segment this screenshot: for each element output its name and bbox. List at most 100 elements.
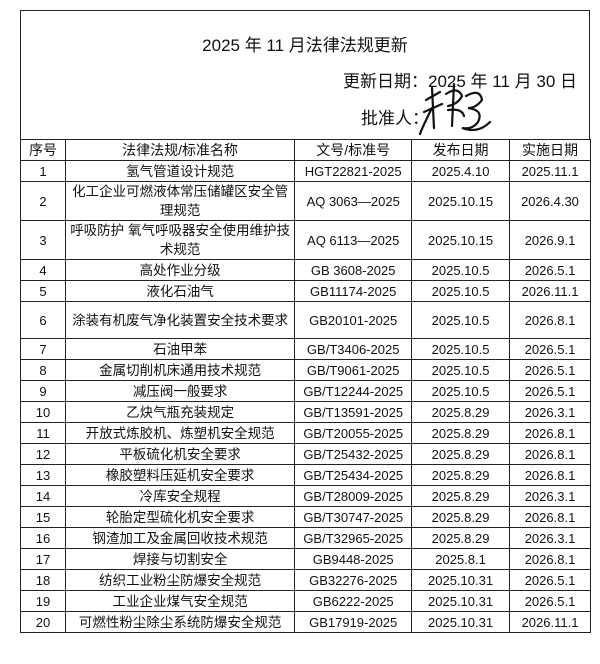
table-row: 10 乙炔气瓶充装规定 GB/T13591-2025 2025.8.29 2026.3.… — [20, 401, 591, 423]
effective-date: 2026.3.1 — [509, 401, 591, 423]
publish-date: 2025.8.29 — [411, 464, 511, 486]
row-number: 17 — [20, 548, 66, 570]
row-number: 10 — [20, 401, 66, 423]
table-row: 12 平板硫化机安全要求 GB/T25432-2025 2025.8.29 2026.8… — [20, 443, 591, 465]
regulation-name: 开放式炼胶机、炼塑机安全规范 — [64, 422, 296, 444]
table-row: 2 化工企业可燃液体常压储罐区安全管理规范 AQ 3063—2025 2025.10.… — [20, 181, 591, 221]
regulation-name: 焊接与切割安全 — [64, 548, 296, 570]
row-number: 1 — [20, 160, 66, 182]
table-row: 11 开放式炼胶机、炼塑机安全规范 GB/T20055-2025 2025.8.29 2… — [20, 422, 591, 444]
standard-number: GB/T30747-2025 — [294, 506, 413, 528]
regulation-name: 轮胎定型硫化机安全要求 — [64, 506, 296, 528]
standard-number: GB9448-2025 — [294, 548, 413, 570]
row-number: 2 — [20, 181, 66, 221]
table-row: 18 纺织工业粉尘防爆安全规范 GB32276-2025 2025.10.31 2026… — [20, 569, 591, 591]
row-number: 5 — [20, 280, 66, 302]
publish-date: 2025.8.29 — [411, 401, 511, 423]
effective-date: 2026.5.1 — [509, 259, 591, 281]
table-header-row: 序号 法律法规/标准名称 文号/标准号 发布日期 实施日期 — [20, 139, 591, 161]
publish-date: 2025.10.15 — [411, 220, 511, 260]
regulation-name: 呼吸防护 氧气呼吸器安全使用维护技术规范 — [64, 220, 296, 260]
table-row: 9 减压阀一般要求 GB/T12244-2025 2025.10.5 2026.5.1 — [20, 380, 591, 402]
effective-date: 2026.8.1 — [509, 464, 591, 486]
regulation-name: 冷库安全规程 — [64, 485, 296, 507]
row-number: 16 — [20, 527, 66, 549]
table-row: 3 呼吸防护 氧气呼吸器安全使用维护技术规范 AQ 6113—2025 2025.10… — [20, 220, 591, 260]
publish-date: 2025.10.5 — [411, 380, 511, 402]
row-number: 12 — [20, 443, 66, 465]
regulation-name: 纺织工业粉尘防爆安全规范 — [64, 569, 296, 591]
row-number: 4 — [20, 259, 66, 281]
table-row: 6 涂装有机废气净化装置安全技术要求 GB20101-2025 2025.10.5 20… — [20, 301, 591, 339]
regulations-table: 序号 法律法规/标准名称 文号/标准号 发布日期 实施日期 1 氢气管道设计规范 H… — [20, 139, 591, 633]
regulation-name: 金属切削机床通用技术规范 — [64, 359, 296, 381]
effective-date: 2026.5.1 — [509, 338, 591, 360]
column-header: 发布日期 — [411, 139, 511, 161]
effective-date: 2025.11.1 — [509, 160, 591, 182]
regulation-name: 工业企业煤气安全规范 — [64, 590, 296, 612]
row-number: 8 — [20, 359, 66, 381]
standard-number: AQ 3063—2025 — [294, 181, 413, 221]
standard-number: GB6222-2025 — [294, 590, 413, 612]
publish-date: 2025.8.29 — [411, 506, 511, 528]
effective-date: 2026.5.1 — [509, 380, 591, 402]
regulation-name: 高处作业分级 — [64, 259, 296, 281]
update-date: 更新日期：2025 年 11 月 30 日 — [343, 72, 577, 91]
row-number: 15 — [20, 506, 66, 528]
table-row: 15 轮胎定型硫化机安全要求 GB/T30747-2025 2025.8.29 2026… — [20, 506, 591, 528]
table-row: 20 可燃性粉尘除尘系统防爆安全规范 GB17919-2025 2025.10.31 2… — [20, 611, 591, 633]
table-row: 14 冷库安全规程 GB/T28009-2025 2025.8.29 2026.3.1 — [20, 485, 591, 507]
regulation-name: 平板硫化机安全要求 — [64, 443, 296, 465]
effective-date: 2026.3.1 — [509, 485, 591, 507]
standard-number: GB/T25434-2025 — [294, 464, 413, 486]
column-header: 序号 — [20, 139, 66, 161]
row-number: 14 — [20, 485, 66, 507]
column-header: 法律法规/标准名称 — [64, 139, 296, 161]
standard-number: GB 3608-2025 — [294, 259, 413, 281]
publish-date: 2025.8.1 — [411, 548, 511, 570]
effective-date: 2026.8.1 — [509, 443, 591, 465]
publish-date: 2025.8.29 — [411, 527, 511, 549]
table-row: 1 氢气管道设计规范 HGT22821-2025 2025.4.10 2025.11.1 — [20, 160, 591, 182]
effective-date: 2026.8.1 — [509, 422, 591, 444]
standard-number: GB/T32965-2025 — [294, 527, 413, 549]
column-header: 文号/标准号 — [294, 139, 413, 161]
standard-number: AQ 6113—2025 — [294, 220, 413, 260]
column-header: 实施日期 — [509, 139, 591, 161]
standard-number: GB17919-2025 — [294, 611, 413, 633]
standard-number: GB/T12244-2025 — [294, 380, 413, 402]
document-header: 2025 年 11 月法律法规更新 更新日期：2025 年 11 月 30 日 … — [20, 10, 590, 140]
approver-label: 批准人： — [361, 109, 429, 128]
regulation-name: 橡胶塑料压延机安全要求 — [64, 464, 296, 486]
standard-number: GB/T13591-2025 — [294, 401, 413, 423]
effective-date: 2026.4.30 — [509, 181, 591, 221]
row-number: 13 — [20, 464, 66, 486]
effective-date: 2026.3.1 — [509, 527, 591, 549]
regulation-name: 涂装有机废气净化装置安全技术要求 — [64, 301, 296, 339]
document-title: 2025 年 11 月法律法规更新 — [202, 36, 408, 55]
regulation-name: 氢气管道设计规范 — [64, 160, 296, 182]
row-number: 19 — [20, 590, 66, 612]
effective-date: 2026.8.1 — [509, 506, 591, 528]
standard-number: GB11174-2025 — [294, 280, 413, 302]
standard-number: GB/T20055-2025 — [294, 422, 413, 444]
regulation-name: 减压阀一般要求 — [64, 380, 296, 402]
standard-number: GB/T28009-2025 — [294, 485, 413, 507]
publish-date: 2025.8.29 — [411, 422, 511, 444]
table-row: 7 石油甲苯 GB/T3406-2025 2025.10.5 2026.5.1 — [20, 338, 591, 360]
table-row: 19 工业企业煤气安全规范 GB6222-2025 2025.10.31 2026.5.… — [20, 590, 591, 612]
row-number: 9 — [20, 380, 66, 402]
regulation-name: 钢渣加工及金属回收技术规范 — [64, 527, 296, 549]
regulation-name: 化工企业可燃液体常压储罐区安全管理规范 — [64, 181, 296, 221]
effective-date: 2026.5.1 — [509, 569, 591, 591]
publish-date: 2025.10.5 — [411, 301, 511, 339]
standard-number: GB/T9061-2025 — [294, 359, 413, 381]
row-number: 7 — [20, 338, 66, 360]
regulation-name: 液化石油气 — [64, 280, 296, 302]
publish-date: 2025.10.15 — [411, 181, 511, 221]
publish-date: 2025.8.29 — [411, 443, 511, 465]
row-number: 20 — [20, 611, 66, 633]
table-row: 13 橡胶塑料压延机安全要求 GB/T25434-2025 2025.8.29 2026… — [20, 464, 591, 486]
publish-date: 2025.10.5 — [411, 259, 511, 281]
standard-number: HGT22821-2025 — [294, 160, 413, 182]
